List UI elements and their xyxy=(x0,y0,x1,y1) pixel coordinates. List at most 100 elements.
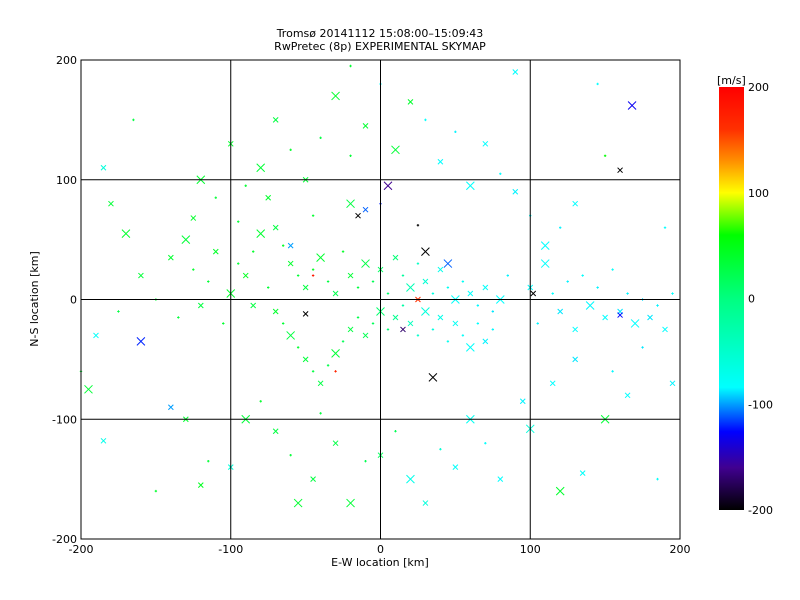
data-point xyxy=(465,343,475,352)
data-point xyxy=(461,280,465,283)
data-point xyxy=(407,99,414,105)
colorbar-tick-label: -100 xyxy=(748,398,773,411)
data-point xyxy=(371,280,375,283)
data-point xyxy=(386,328,390,331)
data-point xyxy=(530,290,537,297)
colorbar-label: [m/s] xyxy=(717,74,746,87)
data-point xyxy=(431,292,435,295)
data-point xyxy=(136,337,146,346)
y-tick-label: 200 xyxy=(56,54,77,67)
data-point xyxy=(237,262,240,265)
data-point xyxy=(549,380,556,387)
data-point xyxy=(482,338,489,345)
y-tick-label: 0 xyxy=(70,294,77,307)
data-point xyxy=(437,266,444,273)
data-point xyxy=(626,292,629,295)
data-point xyxy=(647,314,653,321)
data-point xyxy=(362,206,369,213)
data-point xyxy=(611,268,614,271)
data-point xyxy=(287,242,294,249)
data-point xyxy=(302,284,309,291)
data-point xyxy=(557,308,564,315)
data-point xyxy=(540,241,550,250)
data-point xyxy=(596,82,599,86)
data-point xyxy=(394,430,397,433)
data-point xyxy=(154,489,158,493)
data-point xyxy=(443,259,453,268)
data-point xyxy=(482,140,489,147)
data-point xyxy=(93,332,99,339)
data-point xyxy=(207,459,210,463)
data-point xyxy=(406,474,415,484)
data-point xyxy=(311,268,315,271)
data-point xyxy=(362,332,369,339)
data-point xyxy=(641,346,644,349)
data-point xyxy=(551,292,554,295)
data-point xyxy=(259,400,262,403)
data-point xyxy=(386,292,390,295)
data-point xyxy=(422,500,429,506)
data-point xyxy=(671,292,674,295)
data-point xyxy=(572,326,579,333)
data-point xyxy=(499,172,502,175)
data-point xyxy=(341,250,345,253)
x-tick-label: 0 xyxy=(377,543,384,556)
data-point xyxy=(603,154,607,157)
x-axis-label: E-W location [km] xyxy=(331,556,429,569)
data-point xyxy=(519,398,526,405)
data-point xyxy=(555,486,565,496)
data-point xyxy=(190,215,197,221)
data-point xyxy=(256,229,266,238)
data-point xyxy=(461,334,465,337)
data-point xyxy=(572,200,579,207)
data-point xyxy=(302,311,309,317)
data-point xyxy=(421,307,430,316)
colorbar-tick-label: -200 xyxy=(748,504,773,517)
data-point xyxy=(311,370,315,373)
data-point xyxy=(424,118,427,122)
data-point xyxy=(311,274,315,277)
data-point xyxy=(287,260,294,267)
data-point xyxy=(446,286,450,289)
data-point xyxy=(630,319,640,328)
data-point xyxy=(242,272,249,279)
data-point xyxy=(319,136,322,140)
data-point xyxy=(512,69,519,75)
data-point xyxy=(319,412,322,415)
data-point xyxy=(437,314,444,321)
chart-title: Tromsø 20141112 15:08:00–15:09:43 xyxy=(276,27,484,40)
data-point xyxy=(566,280,569,283)
data-point xyxy=(331,91,340,101)
data-point xyxy=(281,322,285,325)
data-point xyxy=(476,304,480,307)
data-point xyxy=(212,248,219,255)
data-point xyxy=(406,283,415,292)
data-point xyxy=(491,328,495,331)
data-point xyxy=(356,316,360,319)
data-point xyxy=(334,370,337,373)
data-point xyxy=(579,470,586,476)
data-point xyxy=(272,308,279,315)
data-point xyxy=(467,290,474,297)
data-point xyxy=(237,220,240,223)
data-point xyxy=(572,356,579,363)
scatter-points xyxy=(79,64,676,508)
data-point xyxy=(446,340,450,343)
colorbar-tick-label: 100 xyxy=(748,187,769,200)
x-tick-label: -200 xyxy=(69,543,94,556)
data-point xyxy=(256,163,266,173)
data-point xyxy=(192,268,195,271)
x-tick-label: -100 xyxy=(218,543,243,556)
data-point xyxy=(596,286,599,289)
data-point xyxy=(167,404,174,411)
x-tick-label: 100 xyxy=(520,543,541,556)
x-tick-label: 200 xyxy=(670,543,691,556)
data-point xyxy=(454,130,457,134)
y-axis-label: N-S location [km] xyxy=(28,251,41,347)
data-point xyxy=(347,326,354,333)
data-point xyxy=(332,440,339,447)
data-point xyxy=(289,148,292,152)
data-point xyxy=(611,370,614,373)
data-point xyxy=(250,302,257,309)
